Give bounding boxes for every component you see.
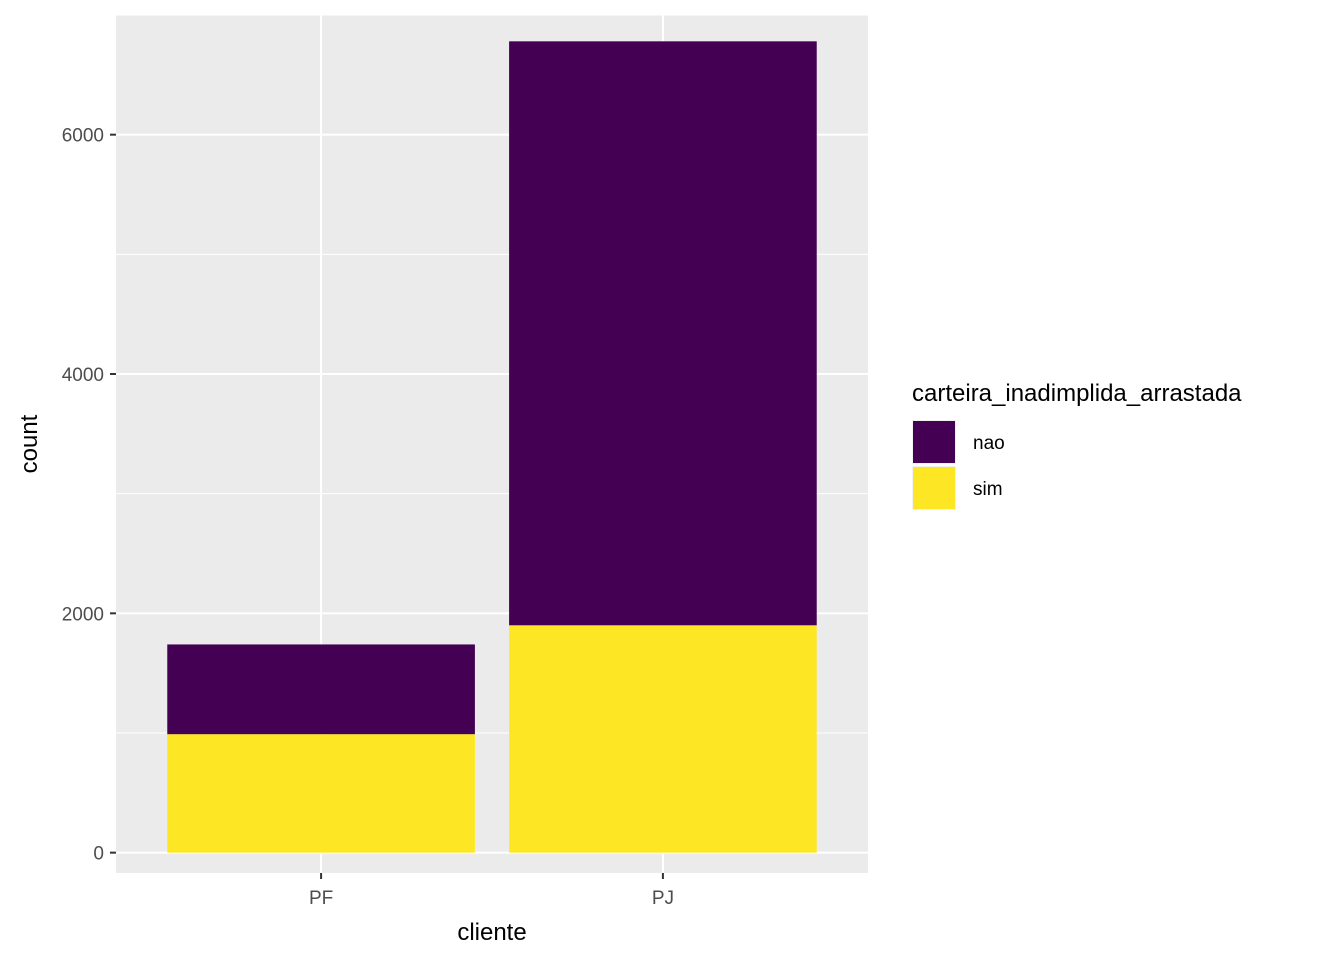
x-tick-label: PF (309, 888, 333, 909)
x-axis: PF PJ (309, 873, 674, 909)
bar-PF-nao (167, 644, 475, 735)
x-tick-label: PJ (652, 888, 674, 909)
legend-label-nao: nao (973, 433, 1005, 454)
legend: carteira_inadimplida_arrastada nao sim (912, 380, 1242, 510)
y-tick-label: 4000 (62, 365, 104, 386)
legend-key-sim (913, 467, 955, 509)
legend-title: carteira_inadimplida_arrastada (912, 380, 1242, 407)
y-tick-label: 6000 (62, 126, 104, 147)
legend-key-nao (913, 421, 955, 463)
y-tick-label: 2000 (62, 604, 104, 625)
legend-label-sim: sim (973, 479, 1003, 500)
bar-PJ-nao (509, 41, 817, 626)
x-axis-title: cliente (457, 919, 526, 946)
bar-PJ-sim (509, 625, 817, 853)
y-axis: 0 2000 4000 6000 (62, 126, 116, 865)
y-axis-title: count (16, 414, 43, 473)
bars-group (167, 41, 817, 853)
y-tick-label: 0 (93, 844, 104, 865)
bar-PF-sim (167, 734, 475, 853)
